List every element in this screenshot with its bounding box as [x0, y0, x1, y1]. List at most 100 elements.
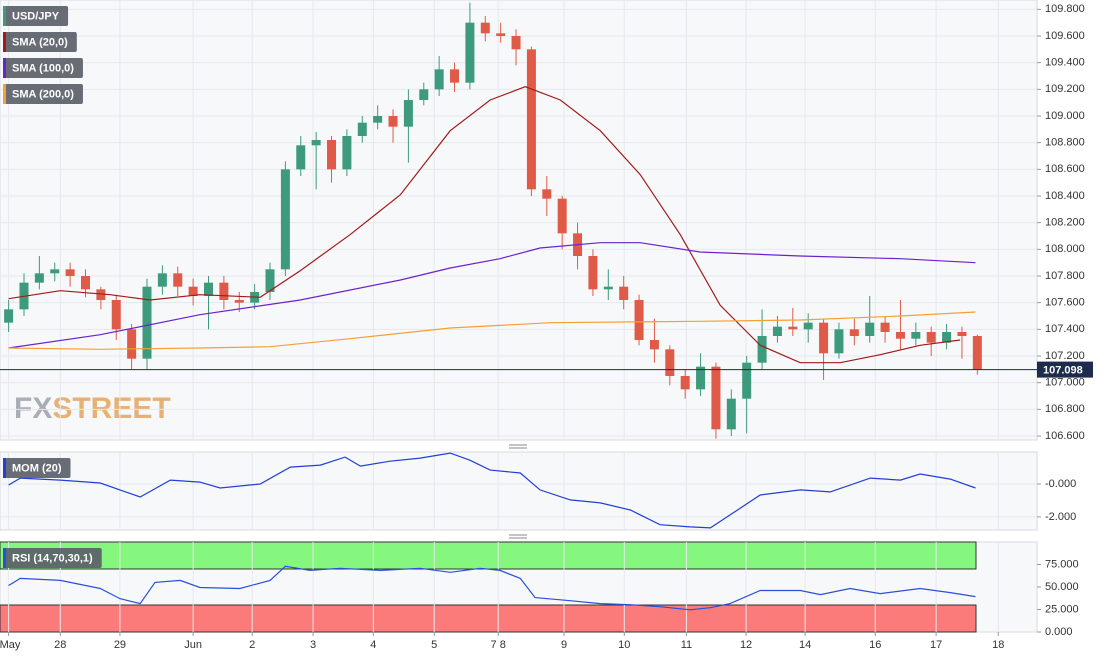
- candle-body: [526, 49, 536, 190]
- y-tick-label: 107.200: [1045, 350, 1085, 362]
- candle-body: [419, 89, 429, 100]
- legend-swatch: [3, 458, 6, 478]
- y-tick-label: 108.800: [1045, 137, 1085, 149]
- candle-body: [849, 329, 859, 336]
- legend-box: [3, 32, 77, 52]
- oversold-band: [0, 604, 977, 633]
- y-tick-label: 108.600: [1045, 163, 1085, 175]
- candle-body: [342, 136, 352, 170]
- candle-body: [680, 376, 690, 390]
- candle-body: [803, 322, 813, 330]
- x-tick-label: 18: [992, 639, 1004, 651]
- legend-label: MOM (20): [12, 462, 62, 474]
- candle-body: [50, 269, 60, 274]
- panel-handle[interactable]: [509, 444, 527, 539]
- legend-entry: RSI (14,70,30,1): [3, 548, 102, 568]
- x-tick-label: 7 8: [491, 639, 506, 651]
- x-tick-label: 14: [799, 639, 811, 651]
- last-price-box: [1037, 361, 1093, 378]
- legend-swatch: [3, 548, 6, 568]
- legend-entry: SMA (20,0): [3, 32, 77, 52]
- candle-body: [895, 332, 905, 339]
- candle-body: [972, 336, 982, 370]
- price-panel: [0, 0, 1038, 441]
- candle-body: [188, 286, 198, 296]
- y-tick-label: 109.400: [1045, 57, 1085, 69]
- candle-body: [127, 329, 137, 359]
- candle-body: [434, 69, 444, 90]
- candle-body: [173, 273, 183, 287]
- legend-box: [3, 84, 83, 104]
- legend-label: RSI (14,70,30,1): [12, 552, 93, 564]
- y-tick-label: 0.000: [1045, 626, 1073, 638]
- candle-body: [204, 282, 214, 296]
- y-tick-label: -2.000: [1045, 511, 1076, 523]
- legend-box: [3, 548, 102, 568]
- candle-body: [280, 169, 290, 270]
- candle-body: [4, 309, 14, 323]
- y-tick-label: 109.200: [1045, 83, 1085, 95]
- candle-body: [142, 286, 152, 359]
- legend-label: SMA (200,0): [12, 88, 74, 100]
- candle-body: [511, 36, 521, 50]
- candle-body: [480, 22, 490, 34]
- legend-box: [3, 6, 69, 26]
- candle-body: [311, 140, 321, 146]
- candle-body: [234, 300, 244, 303]
- legend-label: SMA (100,0): [12, 62, 74, 74]
- legend-box: [3, 58, 83, 78]
- candle-body: [219, 282, 229, 300]
- last-price-label: 107.098: [1043, 365, 1083, 377]
- x-tick-label: Jun: [184, 639, 202, 651]
- candle-body: [373, 116, 383, 123]
- candle-body: [726, 398, 736, 430]
- y-tick-label: 109.600: [1045, 30, 1085, 42]
- x-tick-label: 4: [370, 639, 376, 651]
- candle-body: [634, 300, 644, 340]
- y-tick-label: 108.400: [1045, 190, 1085, 202]
- y-tick-label: 25.000: [1045, 603, 1079, 615]
- candle-body: [111, 300, 121, 330]
- x-tick-label: 9: [561, 639, 567, 651]
- legend-swatch: [3, 32, 6, 52]
- legend-label: SMA (20,0): [12, 36, 68, 48]
- candle-body: [911, 332, 921, 339]
- y-tick-label: 107.400: [1045, 323, 1085, 335]
- candle-body: [649, 340, 659, 350]
- x-tick-label: 28: [54, 639, 66, 651]
- candle-body: [327, 140, 337, 170]
- y-tick-label: 106.800: [1045, 403, 1085, 415]
- candle-body: [496, 33, 506, 36]
- candle-body: [942, 332, 952, 343]
- candle-body: [96, 289, 106, 300]
- candle-body: [157, 273, 167, 287]
- indicator-line: [8, 452, 976, 529]
- x-tick-label: 12: [740, 639, 752, 651]
- x-tick-label: 17: [930, 639, 942, 651]
- y-tick-label: 109.000: [1045, 110, 1085, 122]
- candle-body: [757, 336, 767, 363]
- indicator-line: [8, 86, 961, 364]
- x-tick-label: May: [0, 639, 21, 651]
- candle-body: [557, 198, 567, 234]
- legend-entry: USD/JPY: [3, 6, 69, 26]
- legend-entry: SMA (200,0): [3, 84, 83, 104]
- x-tick-label: 16: [869, 639, 881, 651]
- candle-body: [265, 269, 275, 292]
- x-tick-label: 10: [618, 639, 630, 651]
- indicator-line: [8, 311, 976, 350]
- legend-swatch: [3, 84, 6, 104]
- candle-body: [588, 256, 598, 290]
- indicator-line: [8, 242, 976, 349]
- y-tick-label: 107.000: [1045, 377, 1085, 389]
- candle-body: [788, 326, 798, 330]
- x-tick-label: 2: [249, 639, 255, 651]
- legend-label: USD/JPY: [12, 10, 60, 22]
- legend-entry: MOM (20): [3, 458, 71, 478]
- candle-body: [403, 100, 413, 127]
- legend-swatch: [3, 58, 6, 78]
- candle-body: [772, 326, 782, 336]
- candle-body: [665, 349, 675, 376]
- candle-body: [696, 366, 706, 390]
